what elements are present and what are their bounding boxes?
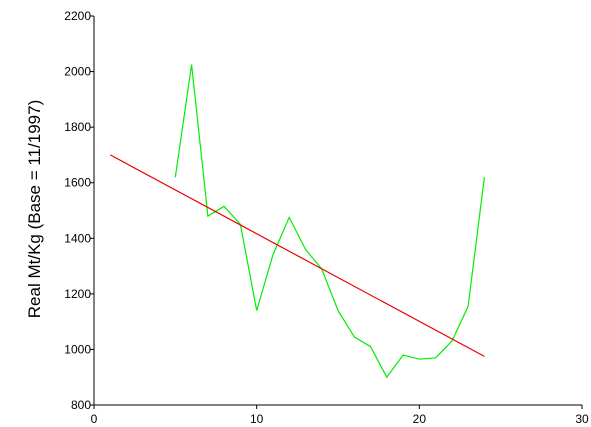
x-axis: 0 10 20 30	[91, 404, 589, 426]
y-tick-label: 1600	[64, 176, 91, 190]
y-tick-label: 1000	[64, 342, 91, 356]
y-axis: 800 1000 1200 1400 1600 1800 2000 2200	[64, 9, 95, 412]
x-tick-label: 0	[91, 412, 98, 426]
series-line-1	[174, 64, 485, 379]
series-line-2	[110, 154, 485, 357]
y-axis-title: Real Mt/Kg (Base = 11/1997)	[25, 100, 44, 318]
y-tick-label: 1200	[64, 287, 91, 301]
x-tick-label: 30	[575, 412, 589, 426]
series-layer	[110, 64, 485, 379]
x-tick-label: 10	[250, 412, 264, 426]
x-tick-label: 20	[413, 412, 427, 426]
y-tick-label: 2000	[64, 65, 91, 79]
y-tick-label: 1800	[64, 120, 91, 134]
y-tick-label: 2200	[64, 9, 91, 23]
y-tick-label: 1400	[64, 231, 91, 245]
y-tick-label: 800	[71, 398, 91, 412]
